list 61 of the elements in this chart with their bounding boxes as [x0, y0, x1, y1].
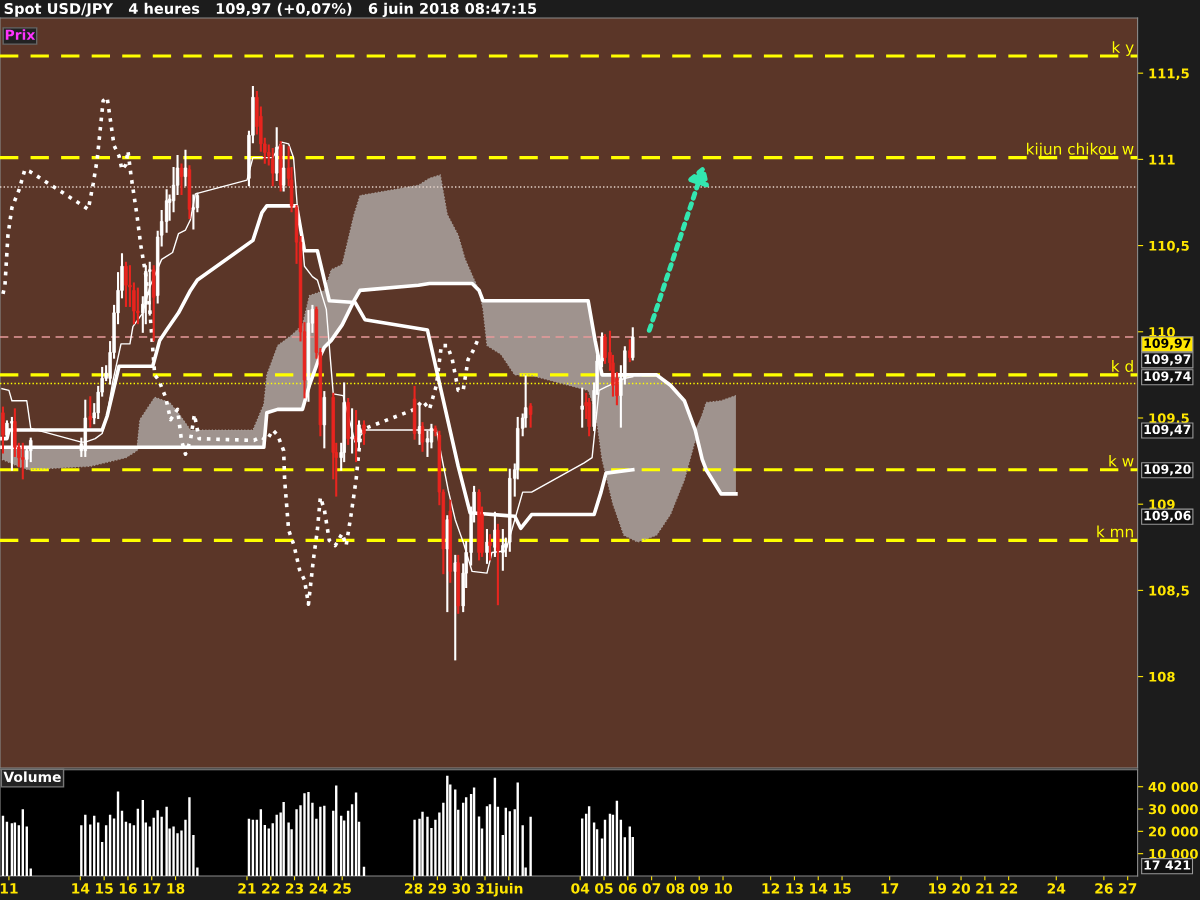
x-tick-label: 15: [833, 883, 851, 894]
x-tick-label: 15: [96, 883, 113, 894]
x-tick-label: 07: [642, 883, 661, 894]
y-tick-label: 40 000: [1148, 781, 1198, 792]
x-tick-label: 14: [72, 883, 90, 894]
y-tick-label: 109,5: [1149, 413, 1189, 425]
x-tick-label: 17: [143, 883, 161, 894]
ref-line-label: k y: [1112, 41, 1134, 56]
y-tick-label: 108: [1149, 671, 1175, 682]
y-tick-label: 109: [1149, 499, 1175, 510]
chart-title: Spot USD/JPY 4 heures 109,97 (+0,07%) 6 juin 2018 08:47:15: [4, 2, 537, 17]
x-tick-label: 17: [881, 883, 899, 894]
ref-line-label: kijun chikou w: [1027, 142, 1134, 158]
x-tick-label: 18: [167, 883, 185, 894]
x-tick-label: 19: [929, 883, 947, 894]
x-tick-label: 24: [1047, 883, 1066, 894]
x-tick-label: 16: [119, 883, 137, 894]
annotation: Prix: [5, 29, 36, 40]
x-tick-label: 22: [262, 883, 280, 894]
x-tick-label: 14: [810, 883, 828, 894]
text: 109,20: [1144, 464, 1191, 476]
x-tick-label: 31: [476, 883, 494, 894]
x-tick-label: juin: [493, 882, 523, 897]
y-tick-label: 30 000: [1148, 804, 1198, 815]
ref-line-label: k mn: [1097, 525, 1133, 538]
x-tick-label: 26: [1095, 883, 1113, 894]
x-tick-label: 08: [666, 883, 685, 894]
ref-line-label: k d: [1112, 360, 1133, 372]
x-tick-label: 05: [595, 883, 613, 894]
text: 17 421: [1144, 860, 1191, 870]
x-tick-label: 10: [714, 883, 733, 894]
x-tick-label: 23: [286, 883, 304, 894]
y-tick-label: 111,5: [1149, 68, 1189, 81]
y-tick-label: 108,5: [1149, 585, 1189, 598]
y-tick-label: 110,5: [1149, 240, 1189, 253]
text: 109,97: [1144, 338, 1191, 350]
text: 109,74: [1144, 371, 1191, 383]
x-tick-label: 06: [618, 883, 637, 894]
x-tick-label: 22: [1000, 883, 1018, 894]
x-tick-label: 21: [238, 883, 256, 894]
x-tick-label: 24: [309, 883, 328, 894]
x-tick-label: 25: [333, 883, 351, 894]
x-tick-label: 28: [405, 883, 423, 894]
y-tick-label: 20 000: [1149, 826, 1198, 837]
text: 109,47: [1144, 424, 1191, 436]
x-tick-label: 12: [762, 883, 780, 894]
y-tick-label: 110: [1149, 327, 1175, 337]
ref-line-label: k w: [1109, 454, 1134, 467]
chart-title: Volume: [3, 771, 61, 783]
x-tick-label: 21: [976, 883, 994, 894]
x-tick-label: 27: [1119, 883, 1137, 894]
x-tick-label: 29: [428, 883, 447, 894]
text: 109,06: [1144, 510, 1191, 522]
text: 109,97: [1144, 354, 1191, 366]
x-tick-label: 13: [786, 883, 803, 894]
x-tick-label: 11: [0, 883, 18, 894]
x-tick-label: 04: [571, 883, 590, 894]
x-tick-label: 30: [452, 883, 471, 894]
x-tick-label: 20: [952, 883, 971, 894]
x-tick-label: 09: [690, 883, 708, 894]
y-tick-label: 111: [1149, 154, 1175, 165]
